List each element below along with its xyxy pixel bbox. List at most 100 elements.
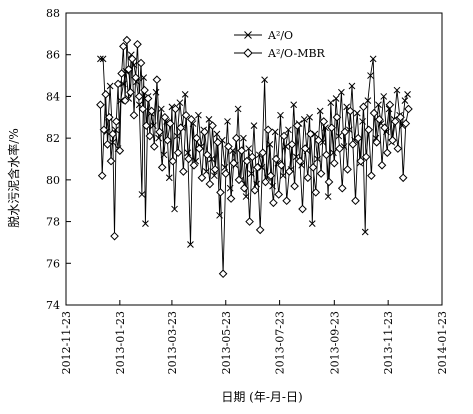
x-marker-stroke-b	[293, 153, 300, 161]
data-point	[314, 135, 323, 145]
data-point	[140, 85, 149, 95]
data-point	[324, 177, 334, 187]
data-point	[250, 122, 258, 129]
data-point	[398, 173, 408, 183]
x-marker-stroke-b	[187, 241, 194, 248]
x-marker-stroke-b	[332, 95, 340, 102]
data-point	[311, 130, 319, 138]
data-point	[171, 205, 178, 213]
data-point	[181, 110, 191, 120]
data-point	[330, 158, 339, 168]
data-point	[369, 55, 377, 63]
data-point	[187, 241, 194, 248]
data-point	[322, 150, 331, 160]
x-marker-stroke-b	[327, 99, 335, 107]
data-point	[143, 94, 153, 103]
data-point	[112, 117, 121, 126]
x-marker-stroke-b	[127, 51, 135, 59]
data-point	[138, 191, 146, 198]
x-marker-stroke-b	[244, 31, 252, 39]
data-point	[142, 220, 149, 228]
data-point	[284, 167, 294, 176]
x-axis-ticks: 2012-11-23 2013-01-23 2013-03-23 2013-05-23…	[60, 300, 449, 374]
data-point	[124, 65, 133, 74]
x-tick-label: 2012-11-23	[60, 311, 73, 374]
data-point	[168, 156, 178, 166]
data-point	[184, 154, 193, 164]
data-point	[97, 171, 107, 180]
data-point	[271, 154, 281, 164]
y-axis-ticks: 74 76 78 80 82 84 86 88	[46, 7, 71, 312]
x-marker-stroke-b	[271, 128, 279, 136]
data-point	[356, 156, 366, 166]
data-point	[287, 140, 297, 149]
data-point	[226, 194, 236, 203]
data-point	[274, 190, 284, 199]
data-point	[218, 269, 228, 279]
x-marker-stroke-b	[99, 55, 107, 63]
data-point	[308, 163, 318, 172]
x-marker-stroke-b	[195, 111, 202, 119]
data-point	[106, 156, 116, 166]
data-point	[261, 177, 270, 187]
data-point	[388, 135, 397, 145]
data-point	[208, 121, 217, 130]
data-point	[285, 126, 292, 134]
data-point	[113, 79, 123, 89]
data-point	[205, 116, 213, 123]
x-marker-stroke-b	[138, 191, 146, 198]
legend-item: A²/O	[234, 29, 293, 42]
x-marker-stroke-b	[393, 86, 401, 94]
data-point	[187, 115, 196, 124]
data-point	[127, 54, 137, 64]
x-marker-stroke-b	[308, 220, 316, 228]
data-point	[234, 105, 242, 113]
data-point	[160, 151, 168, 159]
data-point	[295, 156, 305, 166]
x-tick-label: 2013-11-23	[382, 311, 395, 374]
data-point	[173, 148, 183, 158]
x-marker-stroke-b	[353, 109, 361, 117]
data-point	[306, 113, 313, 121]
legend-label: A²/O	[267, 29, 293, 42]
data-point	[271, 128, 279, 136]
data-point	[353, 133, 363, 143]
data-point	[393, 86, 401, 94]
data-point	[122, 35, 132, 45]
data-point	[345, 106, 355, 116]
legend: A²/O A²/O-MBR	[234, 29, 326, 60]
data-point	[160, 112, 170, 122]
data-point	[147, 106, 156, 116]
x-marker-stroke-b	[277, 111, 284, 119]
x-marker-stroke-b	[377, 120, 385, 127]
data-point	[242, 156, 252, 166]
x-tick-label: 2013-03-23	[166, 311, 179, 374]
data-point	[229, 158, 239, 168]
data-point	[277, 111, 284, 119]
series-a2o-mbr	[96, 35, 413, 279]
data-point	[385, 100, 395, 110]
x-marker-stroke-b	[165, 174, 173, 182]
y-axis-title: 脱水污泥含水率/%	[6, 128, 21, 227]
data-point	[401, 119, 411, 128]
y-tick-label: 84	[46, 90, 60, 103]
data-point	[165, 119, 175, 128]
y-tick-label: 80	[46, 174, 60, 187]
x-marker-stroke-b	[261, 76, 268, 84]
x-marker-stroke-b	[266, 141, 274, 148]
data-point	[145, 131, 155, 141]
data-point	[308, 220, 316, 228]
data-point	[120, 96, 130, 105]
data-point	[108, 129, 118, 139]
plot-frame	[65, 12, 443, 306]
x-marker-stroke-b	[205, 116, 213, 123]
data-point	[327, 123, 336, 133]
x-marker-stroke-b	[369, 55, 377, 63]
x-marker-stroke-b	[135, 101, 143, 109]
data-point	[163, 135, 172, 145]
x-marker-stroke-b	[171, 205, 178, 213]
data-point	[224, 142, 233, 151]
data-point	[155, 127, 164, 137]
data-point	[292, 121, 302, 130]
data-point	[240, 134, 247, 142]
